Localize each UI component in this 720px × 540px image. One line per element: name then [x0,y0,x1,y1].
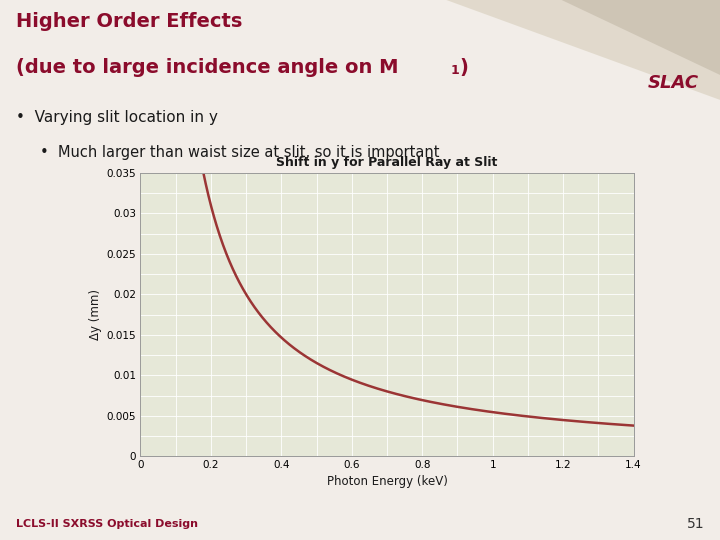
Polygon shape [562,0,720,75]
Text: Higher Order Effects: Higher Order Effects [16,12,242,31]
Text: LCLS-II SXRSS Optical Design: LCLS-II SXRSS Optical Design [16,518,198,529]
Text: •  Much larger than waist size at slit, so it is important: • Much larger than waist size at slit, s… [40,145,439,159]
X-axis label: Photon Energy (keV): Photon Energy (keV) [327,475,447,488]
Text: •  Varying slit location in y: • Varying slit location in y [16,110,217,125]
Text: (due to large incidence angle on M: (due to large incidence angle on M [16,58,398,77]
Text: 1: 1 [451,64,459,77]
Text: 51: 51 [687,517,704,531]
Title: Shift in y for Parallel Ray at Slit: Shift in y for Parallel Ray at Slit [276,156,498,169]
Y-axis label: Δy (mm): Δy (mm) [89,289,102,340]
Text: SLAC: SLAC [647,74,698,92]
Text: ): ) [459,58,468,77]
Polygon shape [446,0,720,100]
